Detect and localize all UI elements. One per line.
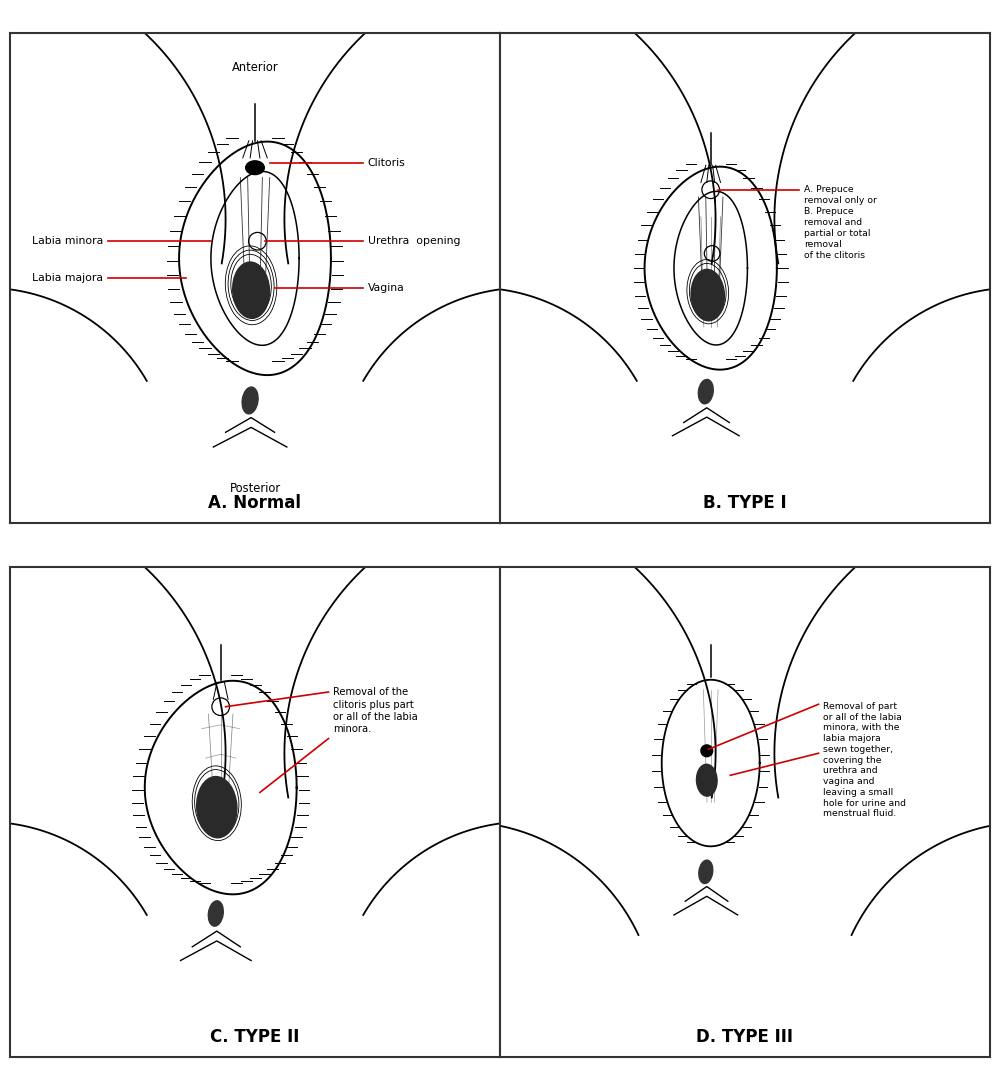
Text: B. TYPE I: B. TYPE I [703, 495, 787, 512]
Text: Labia majora: Labia majora [32, 272, 103, 283]
Text: Clitoris: Clitoris [368, 158, 405, 168]
Ellipse shape [197, 776, 237, 838]
Ellipse shape [233, 262, 269, 318]
Text: Removal of the
clitoris plus part
or all of the labia
minora.: Removal of the clitoris plus part or all… [333, 687, 418, 735]
Circle shape [701, 744, 713, 756]
Text: D. TYPE III: D. TYPE III [696, 1029, 794, 1046]
Text: Posterior: Posterior [229, 482, 281, 495]
Ellipse shape [699, 860, 713, 884]
Ellipse shape [698, 379, 713, 403]
Text: A. Prepuce
removal only or
B. Prepuce
removal and
partial or total
removal
of th: A. Prepuce removal only or B. Prepuce re… [804, 185, 877, 261]
Text: Labia minora: Labia minora [32, 237, 103, 246]
Ellipse shape [242, 387, 258, 414]
Ellipse shape [246, 161, 264, 174]
Text: C. TYPE II: C. TYPE II [210, 1029, 300, 1046]
Text: Vagina: Vagina [368, 282, 404, 293]
Text: Removal of part
or all of the labia
minora, with the
labia majora
sewn together,: Removal of part or all of the labia mino… [823, 702, 906, 819]
Text: Urethra  opening: Urethra opening [368, 237, 460, 246]
Ellipse shape [691, 269, 724, 320]
Text: Anterior: Anterior [232, 61, 278, 74]
Ellipse shape [208, 900, 223, 926]
Ellipse shape [696, 764, 717, 796]
Text: A. Normal: A. Normal [208, 495, 302, 512]
